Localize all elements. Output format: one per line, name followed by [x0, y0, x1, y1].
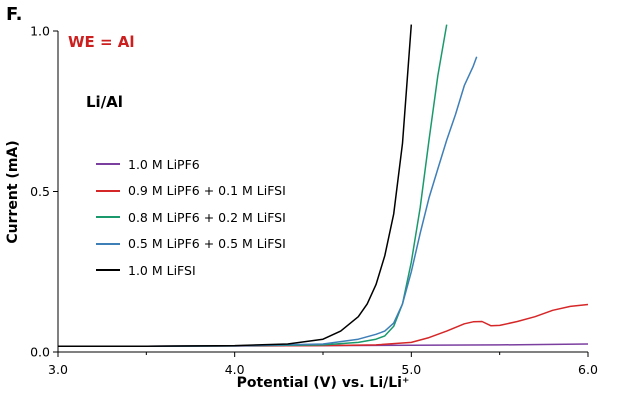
chart-legend: 1.0 M LiPF6 0.9 M LiPF6 + 0.1 M LiFSI 0.8 … — [96, 151, 286, 284]
series-line-4 — [58, 56, 478, 347]
legend-item: 0.8 M LiPF6 + 0.2 M LiFSI — [96, 204, 286, 231]
legend-label: 0.5 M LiPF6 + 0.5 M LiFSI — [128, 236, 286, 252]
legend-swatch — [96, 163, 120, 166]
y-tick-label: 0.0 — [30, 345, 50, 360]
legend-swatch — [96, 269, 120, 272]
panel-label: F. — [6, 4, 23, 25]
legend-item: 1.0 M LiFSI — [96, 257, 286, 284]
chart-axes: 3.0 4.0 5.0 6.0 0.0 0.5 1.0 — [30, 24, 598, 378]
legend-item: 1.0 M LiPF6 — [96, 151, 286, 178]
x-tick-label: 5.0 — [401, 362, 421, 377]
chart-series — [58, 24, 589, 347]
legend-item: 0.9 M LiPF6 + 0.1 M LiFSI — [96, 178, 286, 205]
y-tick-label: 0.5 — [30, 184, 50, 199]
x-tick-label: 3.0 — [48, 362, 68, 377]
x-tick-label: 4.0 — [225, 362, 245, 377]
y-tick-label: 1.0 — [30, 24, 50, 39]
cell-annotation: Li/Al — [86, 93, 123, 111]
x-tick-label: 6.0 — [578, 362, 598, 377]
legend-item: 0.5 M LiPF6 + 0.5 M LiFSI — [96, 231, 286, 258]
legend-label: 0.9 M LiPF6 + 0.1 M LiFSI — [128, 183, 286, 199]
legend-swatch — [96, 242, 120, 245]
legend-label: 1.0 M LiPF6 — [128, 156, 200, 172]
legend-label: 0.8 M LiPF6 + 0.2 M LiFSI — [128, 209, 286, 225]
legend-label: 1.0 M LiFSI — [128, 262, 196, 278]
electrode-annotation: WE = Al — [68, 33, 135, 51]
y-axis-title: Current (mA) — [5, 140, 21, 244]
x-axis-title: Potential (V) vs. Li/Li⁺ — [236, 375, 410, 391]
series-line-5 — [58, 24, 413, 347]
legend-swatch — [96, 189, 120, 192]
legend-swatch — [96, 216, 120, 219]
